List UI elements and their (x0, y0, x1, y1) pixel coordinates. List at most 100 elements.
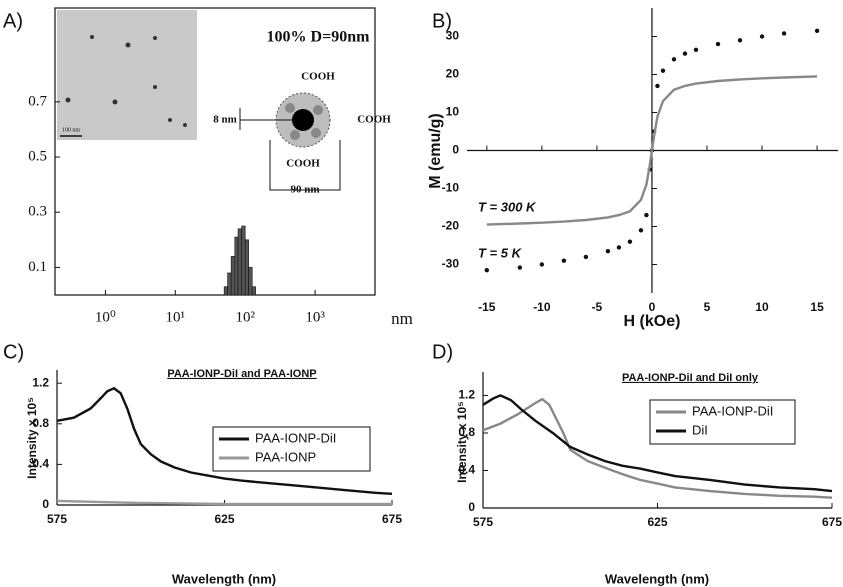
y-tick-label: 0 (42, 497, 49, 511)
bar (251, 286, 256, 296)
particle (112, 99, 118, 105)
bar (248, 267, 253, 296)
bar (230, 256, 236, 296)
x-tick-label: 5 (704, 300, 711, 314)
x-tick-label: -10 (533, 300, 551, 314)
point (583, 254, 589, 260)
y-tick-label: 30 (446, 29, 460, 43)
plot-frame (54, 7, 376, 296)
y-tick-label: 0.4 (458, 463, 475, 477)
y-tick-label: -10 (442, 181, 460, 195)
point (781, 31, 787, 36)
x-tick-label: -5 (592, 300, 603, 314)
x-tick-label: 10¹ (166, 309, 186, 325)
point (638, 228, 644, 233)
chart-title: PAA-IONP-DiI and DiI only (622, 372, 759, 384)
y-axis-label: Intensity x 10⁵ (455, 401, 469, 483)
point (605, 249, 611, 254)
point (627, 239, 633, 244)
y-axis-label: M (emu/g) (427, 113, 444, 189)
point (693, 47, 699, 52)
legend-label: PAA-IONP (255, 449, 316, 464)
polymer (290, 130, 300, 140)
y-tick-label: 0.7 (28, 93, 47, 109)
y-tick-label: 0.5 (28, 148, 47, 164)
x-axis-label: nm (391, 309, 413, 328)
y-tick-label: 1.2 (32, 375, 49, 389)
legend-box (212, 426, 371, 472)
series-line (486, 75, 818, 226)
x-tick-label: 15 (810, 300, 824, 314)
y-tick-label: 0.3 (28, 204, 47, 220)
y-tick-label: 0.4 (32, 457, 49, 471)
annotation: 8 nm (213, 114, 237, 126)
y-tick-label: 0.1 (28, 259, 47, 275)
x-tick-label: 675 (382, 512, 402, 526)
annotation: COOH (286, 158, 320, 170)
point (561, 258, 567, 263)
x-tick-label: 675 (822, 515, 842, 529)
particle (125, 42, 131, 48)
particle (153, 36, 157, 40)
annotation: 90 nm (290, 184, 319, 196)
particle (168, 118, 172, 122)
panel-label: B) (432, 10, 452, 32)
x-tick-label: 10² (235, 309, 255, 325)
x-tick-label: 10 (755, 300, 769, 314)
point (814, 28, 820, 33)
panel: D) 575 625 675 0 0.4 0.8 1.2 Wavelength (nm) Inte… (432, 341, 842, 586)
particle-schematic (239, 92, 341, 191)
point (517, 265, 523, 270)
bracket (269, 140, 341, 191)
annotation: COOH (301, 71, 335, 83)
bar (244, 239, 249, 296)
point (660, 68, 666, 73)
x-tick-label: 625 (214, 512, 234, 526)
legend-label: DiI (692, 422, 708, 437)
annotation: T = 300 K (478, 199, 537, 214)
series-line (56, 499, 392, 506)
x-tick-label: 10⁰ (95, 309, 116, 325)
y-tick-label: -20 (442, 219, 460, 233)
point (484, 268, 490, 273)
y-tick-label: 10 (446, 105, 460, 119)
y-axis-label: Intensity x 10⁵ (25, 397, 39, 479)
point (682, 51, 688, 56)
series-line (56, 386, 393, 495)
point (655, 83, 660, 89)
panel: C) 575 625 675 0 0.4 0.8 1.2 Wavelength (nm) Inte… (3, 341, 402, 586)
particle (153, 85, 157, 89)
core (292, 109, 314, 131)
point (644, 212, 649, 218)
panel: A) 10⁰ 10¹ 10² 10³ 0.1 0.3 0.5 0.7 nm 100% D=90nm C… (3, 7, 413, 328)
x-tick-label: 575 (473, 515, 493, 529)
point (737, 38, 743, 43)
annotation: COOH (357, 114, 391, 126)
bar (241, 225, 246, 296)
chart-title: PAA-IONP-DiI and PAA-IONP (167, 368, 316, 380)
bar (223, 286, 228, 296)
y-tick-label: 1.2 (458, 388, 475, 402)
y-tick-label: 0 (452, 143, 459, 157)
point (715, 41, 721, 47)
panel-label: C) (3, 341, 24, 363)
x-tick-label: 0 (649, 300, 656, 314)
panel: B) -15 -10 -5 0 5 10 15 -30 -20 -10 0 10 20 30 H (kOe) M… (427, 8, 838, 330)
bar (237, 228, 242, 296)
y-tick-label: 20 (446, 67, 460, 81)
x-axis-label: Wavelength (nm) (605, 571, 709, 586)
point (759, 34, 765, 39)
legend-box (649, 399, 796, 445)
x-tick-label: 10³ (305, 309, 325, 325)
particle (183, 123, 187, 127)
y-tick-label: 0.8 (458, 425, 475, 439)
series-line (482, 397, 833, 499)
legend-label: PAA-IONP-DiI (255, 430, 336, 445)
point (616, 245, 622, 250)
polymer (313, 105, 323, 115)
x-tick-label: 575 (47, 512, 67, 526)
polymer (285, 103, 295, 113)
tem-inset (57, 10, 197, 140)
x-axis-label: Wavelength (nm) (172, 571, 276, 586)
x-tick-label: 625 (647, 515, 667, 529)
